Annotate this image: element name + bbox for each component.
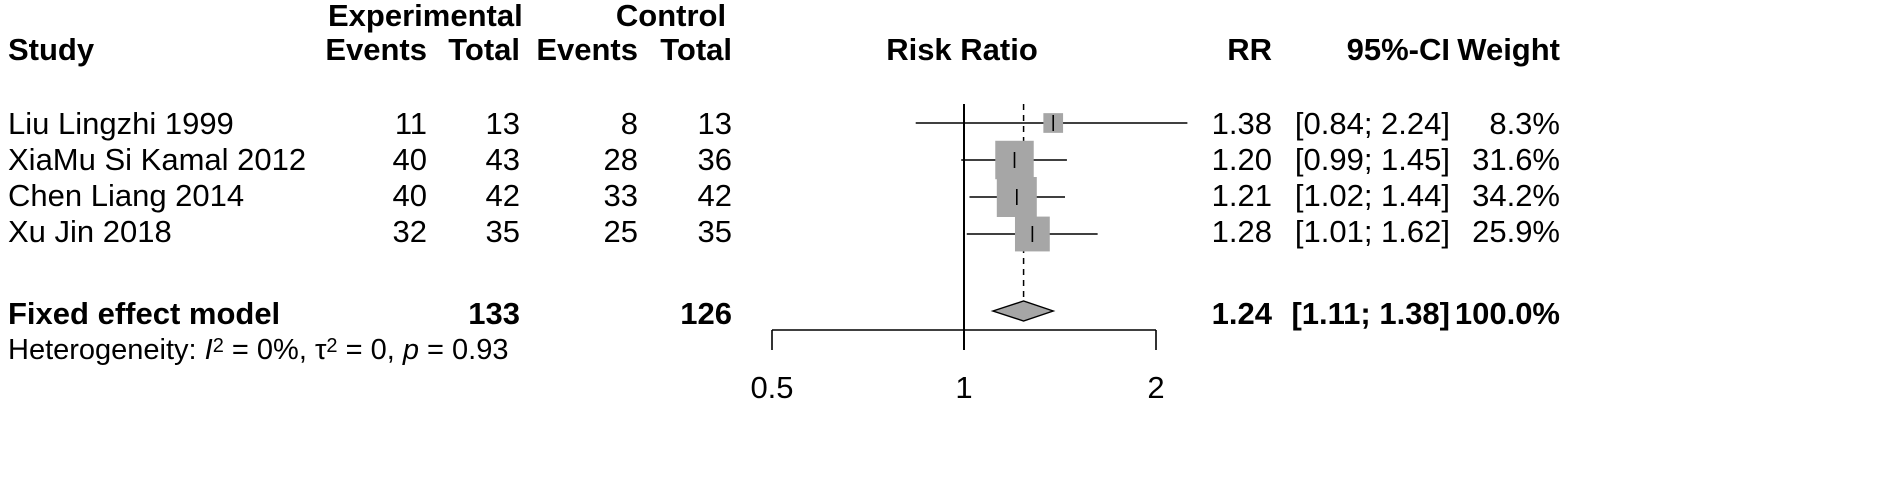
study-name: Chen Liang 2014 bbox=[8, 178, 245, 213]
tau-squared-superscript: 2 bbox=[326, 335, 338, 357]
pooled-ci: [1.11; 1.38] bbox=[1291, 296, 1450, 331]
ctrl-total: 42 bbox=[697, 178, 732, 213]
study-weight: 8.3% bbox=[1489, 106, 1560, 141]
experimental-group-label: Experimental bbox=[328, 0, 523, 33]
x-tick-label: 1 bbox=[955, 370, 973, 405]
i-squared-value: = 0%, bbox=[223, 334, 315, 366]
study-ci: [1.01; 1.62] bbox=[1294, 214, 1450, 249]
ctrl-total: 36 bbox=[697, 142, 732, 177]
exp-events: 32 bbox=[392, 214, 427, 249]
ctrl-total-header: Total bbox=[660, 32, 732, 67]
tau-squared-value: = 0, bbox=[337, 334, 403, 366]
pooled-weight: 100.0% bbox=[1454, 296, 1560, 331]
study-name: XiaMu Si Kamal 2012 bbox=[8, 142, 307, 177]
pooled-ctrl-total: 126 bbox=[680, 296, 732, 331]
p-value: = 0.93 bbox=[418, 334, 509, 366]
ctrl-events: 33 bbox=[603, 178, 638, 213]
exp-total: 35 bbox=[485, 214, 520, 249]
ctrl-total: 13 bbox=[697, 106, 732, 141]
study-rr: 1.28 bbox=[1211, 214, 1272, 249]
study-rr: 1.38 bbox=[1211, 106, 1272, 141]
study-name: Xu Jin 2018 bbox=[8, 214, 172, 249]
i-squared-symbol: I bbox=[204, 334, 213, 366]
x-tick-label: 2 bbox=[1147, 370, 1165, 405]
study-ci: [0.99; 1.45] bbox=[1294, 142, 1450, 177]
exp-events: 40 bbox=[392, 142, 427, 177]
exp-events-header: Events bbox=[325, 32, 427, 67]
pooled-model-label: Fixed effect model bbox=[8, 296, 281, 331]
exp-events: 40 bbox=[392, 178, 427, 213]
study-weight: 25.9% bbox=[1472, 214, 1560, 249]
rr-header: RR bbox=[1227, 32, 1272, 67]
pooled-exp-total: 133 bbox=[468, 296, 520, 331]
x-tick-label: 0.5 bbox=[750, 370, 794, 405]
study-rr: 1.21 bbox=[1211, 178, 1272, 213]
study-ci: [0.84; 2.24] bbox=[1294, 106, 1450, 141]
pooled-rr: 1.24 bbox=[1211, 296, 1272, 331]
control-group-label: Control bbox=[615, 0, 727, 33]
study-name: Liu Lingzhi 1999 bbox=[8, 106, 234, 141]
exp-total-header: Total bbox=[448, 32, 520, 67]
exp-total: 13 bbox=[485, 106, 520, 141]
ctrl-events-header: Events bbox=[536, 32, 638, 67]
ci-header: 95%-CI bbox=[1346, 32, 1450, 67]
risk-ratio-title: Risk Ratio bbox=[886, 32, 1038, 67]
ctrl-events: 28 bbox=[603, 142, 638, 177]
study-rr: 1.20 bbox=[1211, 142, 1272, 177]
study-weight: 31.6% bbox=[1472, 142, 1560, 177]
heterogeneity-text: Heterogeneity: I2 = 0%, τ2 = 0, p = 0.93 bbox=[8, 333, 508, 367]
study-column-header: Study bbox=[8, 32, 95, 67]
squared-superscript: 2 bbox=[212, 335, 224, 357]
exp-total: 43 bbox=[485, 142, 520, 177]
tau-symbol: τ bbox=[314, 334, 327, 366]
heterogeneity-prefix: Heterogeneity: bbox=[8, 334, 205, 366]
study-weight: 34.2% bbox=[1472, 178, 1560, 213]
study-ci: [1.02; 1.44] bbox=[1294, 178, 1450, 213]
weight-header: Weight bbox=[1457, 32, 1560, 67]
pooled-diamond bbox=[990, 300, 1056, 322]
exp-events: 11 bbox=[394, 106, 427, 141]
ctrl-total: 35 bbox=[697, 214, 732, 249]
p-symbol: p bbox=[402, 334, 419, 366]
ctrl-events: 8 bbox=[620, 106, 638, 141]
ctrl-events: 25 bbox=[603, 214, 638, 249]
exp-total: 42 bbox=[485, 178, 520, 213]
